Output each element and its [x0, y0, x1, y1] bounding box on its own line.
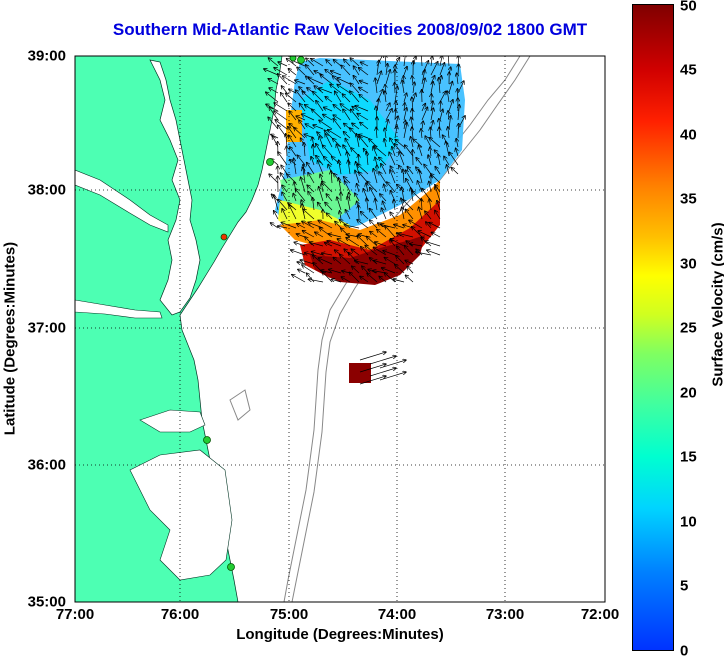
- y-tick-label: 35:00: [28, 594, 66, 611]
- y-axis-label: Latitude (Degrees:Minutes): [2, 219, 19, 459]
- colorbar-tick: 30: [680, 256, 697, 273]
- x-tick-label: 72:00: [581, 606, 619, 623]
- colorbar: [632, 4, 674, 651]
- colorbar-tick: 5: [680, 578, 688, 595]
- colorbar-tick: 45: [680, 62, 697, 79]
- y-tick-label: 36:00: [28, 457, 66, 474]
- x-tick-label: 75:00: [270, 606, 308, 623]
- colorbar-tick: 35: [680, 191, 697, 208]
- x-tick-label: 73:00: [486, 606, 524, 623]
- colorbar-tick: 10: [680, 514, 697, 531]
- y-tick-label: 38:00: [28, 182, 66, 199]
- colorbar-label: Surface Velocity (cm/s): [710, 195, 724, 415]
- x-axis-label: Longitude (Degrees:Minutes): [75, 626, 605, 643]
- colorbar-tick: 15: [680, 449, 697, 466]
- colorbar-tick: 25: [680, 320, 697, 337]
- x-tick-label: 76:00: [161, 606, 199, 623]
- velocity-arrow: [404, 76, 405, 84]
- colorbar-tick: 40: [680, 127, 697, 144]
- velocity-region-orange-patch: [286, 110, 302, 142]
- colorbar-tick: 0: [680, 643, 688, 660]
- colorbar-tick: 20: [680, 385, 697, 402]
- velocity-arrow: [359, 155, 360, 165]
- velocity-arrow: [395, 83, 396, 93]
- y-tick-label: 37:00: [28, 320, 66, 337]
- velocity-offshore-patch: [349, 363, 371, 383]
- x-tick-label: 74:00: [378, 606, 416, 623]
- colorbar-tick: 50: [680, 0, 697, 15]
- y-tick-label: 39:00: [28, 48, 66, 65]
